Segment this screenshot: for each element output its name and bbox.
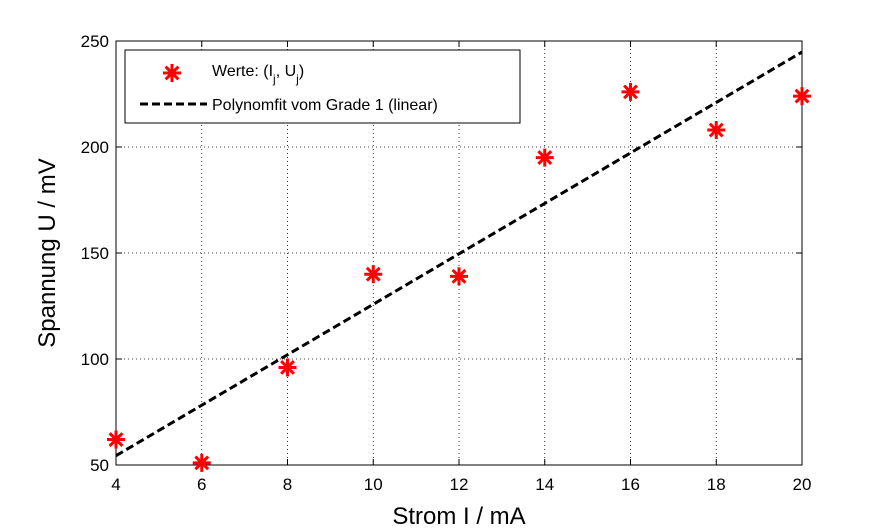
y-tick-label: 50	[90, 456, 109, 475]
axis-ticks	[115, 40, 803, 466]
data-point	[535, 148, 554, 167]
x-tick-label: 6	[197, 475, 206, 494]
x-tick-label: 12	[450, 475, 469, 494]
x-tick-label: 8	[283, 475, 292, 494]
legend-asterisk-marker-icon	[163, 64, 181, 82]
y-tick-label: 250	[81, 32, 109, 51]
y-tick-label: 150	[81, 244, 109, 263]
y-tick-label: 200	[81, 138, 109, 157]
data-point	[364, 265, 383, 284]
data-point	[793, 87, 811, 106]
legend-box	[124, 49, 521, 124]
data-point	[278, 358, 297, 377]
legend-entry-measured-values: Werte: (Ij, Uj)	[212, 63, 304, 86]
linear-fit-line	[115, 50, 803, 457]
legend-entry-linear-fit: Polynomfit vom Grade 1 (linear)	[212, 97, 438, 114]
x-tick-label: 18	[707, 475, 726, 494]
x-tick-label: 16	[621, 475, 640, 494]
x-tick-label: 14	[535, 475, 554, 494]
tick-labels: 4 6 8 10 12 14 16 18 20 50 100 150 200 250	[81, 32, 812, 494]
data-point	[450, 267, 468, 286]
y-tick-label: 100	[81, 350, 109, 369]
x-tick-label: 4	[111, 475, 120, 494]
legend-asterisk	[163, 64, 181, 82]
x-tick-label: 10	[364, 475, 383, 494]
legend: Werte: (Ij, Uj) Polynomfit vom Grade 1 (…	[124, 49, 521, 124]
data-point	[707, 121, 726, 140]
x-axis-label: Strom I / mA	[392, 503, 525, 530]
data-point	[621, 82, 640, 101]
y-axis-label: Spannung U / mV	[34, 158, 61, 347]
series	[107, 50, 811, 472]
x-tick-label: 20	[793, 475, 812, 494]
data-point	[192, 453, 211, 472]
data-point	[107, 430, 125, 449]
